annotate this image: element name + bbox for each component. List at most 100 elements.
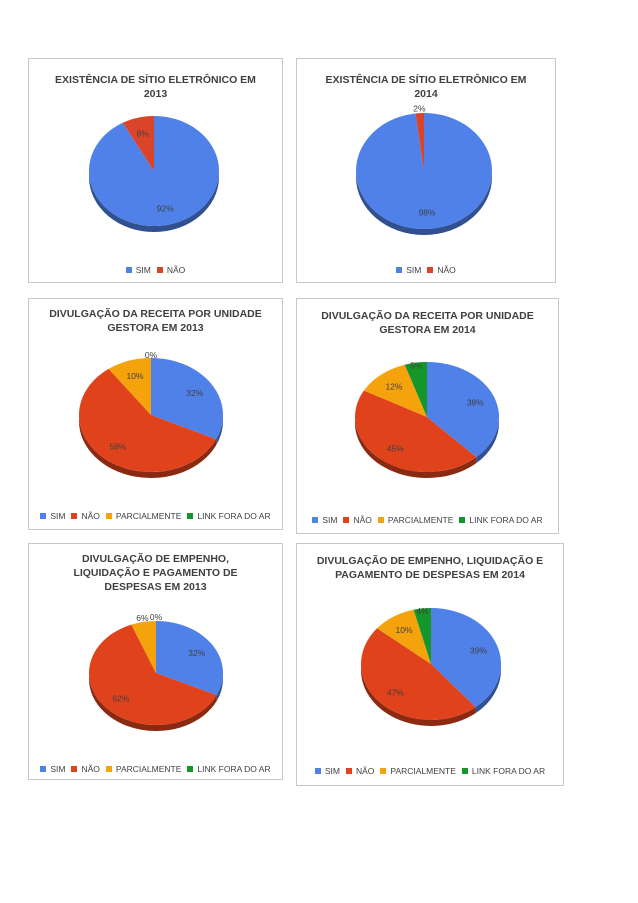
legend-entry: LINK FORA DO AR xyxy=(461,766,546,776)
legend-label: LINK FORA DO AR xyxy=(471,766,546,776)
legend-label: SIM xyxy=(406,265,422,275)
data-label: 47% xyxy=(387,688,404,698)
legend-label: NÃO xyxy=(355,766,375,776)
legend-entry: PARCIALMENTE xyxy=(380,766,456,776)
chart-legend: SIM NÃO PARCIALMENTE LINK FORA DO AR xyxy=(297,515,558,525)
legend-swatch xyxy=(312,517,319,523)
pie-slice-side-sim xyxy=(216,415,223,446)
chart-title: DIVULGAÇÃO DA RECEITA POR UNIDADE GESTOR… xyxy=(321,310,534,336)
legend-label: PARCIALMENTE xyxy=(387,515,454,525)
legend-swatch xyxy=(187,513,194,519)
legend-swatch xyxy=(314,768,321,774)
pie-slice-side-n-o xyxy=(355,417,477,478)
chart-panel-receita-2013: DIVULGAÇÃO DA RECEITA POR UNIDADE GESTOR… xyxy=(28,298,283,530)
pie-chart: 38% 45% 12% 5% xyxy=(355,360,499,478)
legend-label: SIM xyxy=(50,511,66,521)
chart-legend: SIM NÃO PARCIALMENTE LINK FORA DO AR xyxy=(29,511,282,521)
legend-swatch xyxy=(345,768,352,774)
pie-slice-link-fora-do-ar xyxy=(413,608,431,664)
legend-swatch xyxy=(377,517,384,523)
pie-slice-n-o xyxy=(415,113,424,171)
legend-entry: NÃO xyxy=(71,511,100,521)
pie-slice-parcialmente xyxy=(131,621,156,673)
chart-panel-site-2014: EXISTÊNCIA DE SÍTIO ELETRÔNICO EM 2014 9… xyxy=(296,58,556,283)
data-label: 39% xyxy=(470,645,487,655)
data-label: 5% xyxy=(410,360,423,370)
legend-swatch xyxy=(105,513,112,519)
data-label: 10% xyxy=(395,625,412,635)
pie-slice-side-sim xyxy=(475,664,501,714)
legend-entry: PARCIALMENTE xyxy=(105,511,182,521)
legend-entry: PARCIALMENTE xyxy=(105,764,182,774)
chart-title: DIVULGAÇÃO DE EMPENHO, LIQUIDAÇÃO E PAGA… xyxy=(73,553,238,593)
legend-entry: NÃO xyxy=(156,265,186,275)
chart-legend: SIM NÃO xyxy=(297,265,555,275)
chart-panel-site-2013: EXISTÊNCIA DE SÍTIO ELETRÔNICO EM 2013 9… xyxy=(28,58,283,283)
legend-entry: NÃO xyxy=(343,515,372,525)
data-label: 6% xyxy=(136,613,149,623)
data-label: 45% xyxy=(387,443,404,453)
pie-slice-n-o xyxy=(355,390,477,472)
legend-label: SIM xyxy=(324,766,340,776)
pie-slice-side-sim xyxy=(476,417,499,464)
chart-panel-receita-2014: DIVULGAÇÃO DA RECEITA POR UNIDADE GESTOR… xyxy=(296,298,559,534)
legend-swatch xyxy=(40,513,47,519)
legend-entry: LINK FORA DO AR xyxy=(187,511,271,521)
legend-swatch xyxy=(459,517,466,523)
legend-swatch xyxy=(71,513,78,519)
legend-entry: SIM xyxy=(312,515,337,525)
legend-swatch xyxy=(343,517,350,523)
data-label: 12% xyxy=(385,381,402,391)
pie-slice-n-o xyxy=(122,116,154,171)
legend-entry: SIM xyxy=(125,265,151,275)
chart-title: EXISTÊNCIA DE SÍTIO ELETRÔNICO EM 2014 xyxy=(325,74,527,100)
pie-slice-sim xyxy=(431,608,501,708)
pie-slice-parcialmente xyxy=(377,609,431,664)
legend-swatch xyxy=(187,766,194,772)
data-label: 38% xyxy=(467,397,484,407)
legend-label: PARCIALMENTE xyxy=(390,766,456,776)
legend-entry: PARCIALMENTE xyxy=(377,515,454,525)
legend-entry: LINK FORA DO AR xyxy=(459,515,543,525)
data-label: 98% xyxy=(419,208,436,218)
legend-entry: NÃO xyxy=(345,766,375,776)
pie-slice-n-o xyxy=(361,628,476,720)
legend-label: LINK FORA DO AR xyxy=(469,515,543,525)
chart-title: DIVULGAÇÃO DE EMPENHO, LIQUIDAÇÃO E PAGA… xyxy=(316,555,544,581)
chart-title: DIVULGAÇÃO DA RECEITA POR UNIDADE GESTOR… xyxy=(49,308,262,334)
pie-slice-n-o xyxy=(88,624,217,725)
legend-label: NÃO xyxy=(81,511,100,521)
pie-chart: 98% 2% xyxy=(356,103,492,235)
pie-slice-side-sim xyxy=(216,673,223,702)
legend-label: PARCIALMENTE xyxy=(115,764,182,774)
legend-label: PARCIALMENTE xyxy=(115,511,182,521)
legend-label: NÃO xyxy=(353,515,372,525)
chart-panel-empenho-2013: DIVULGAÇÃO DE EMPENHO, LIQUIDAÇÃO E PAGA… xyxy=(28,543,283,780)
legend-entry: NÃO xyxy=(71,764,100,774)
legend-swatch xyxy=(40,766,47,772)
pie-chart: 32% 62% 6% 0% xyxy=(88,612,223,731)
data-label: 10% xyxy=(126,371,143,381)
pie-slice-parcialmente xyxy=(363,364,427,417)
chart-legend: SIM NÃO xyxy=(29,265,282,275)
pie-chart: 39% 47% 10% 4% xyxy=(361,606,501,726)
legend-swatch xyxy=(396,267,403,273)
data-label: 32% xyxy=(186,388,203,398)
legend-entry: NÃO xyxy=(427,265,456,275)
legend-label: SIM xyxy=(322,515,338,525)
data-label: 62% xyxy=(112,694,129,704)
legend-label: NÃO xyxy=(166,265,186,275)
pie-slice-sim xyxy=(151,358,224,440)
pie-slice-sim xyxy=(427,362,499,458)
chart-legend: SIM NÃO PARCIALMENTE LINK FORA DO AR xyxy=(29,764,282,774)
data-label: 0% xyxy=(150,612,163,622)
legend-swatch xyxy=(105,766,112,772)
data-label: 58% xyxy=(109,442,126,452)
pie-slice-link-fora-do-ar xyxy=(404,362,427,417)
legend-swatch xyxy=(125,267,132,273)
data-label: 92% xyxy=(157,203,174,213)
pie-slice-sim xyxy=(156,621,223,696)
legend-label: LINK FORA DO AR xyxy=(197,511,271,521)
legend-swatch xyxy=(380,768,387,774)
legend-swatch xyxy=(156,267,163,273)
